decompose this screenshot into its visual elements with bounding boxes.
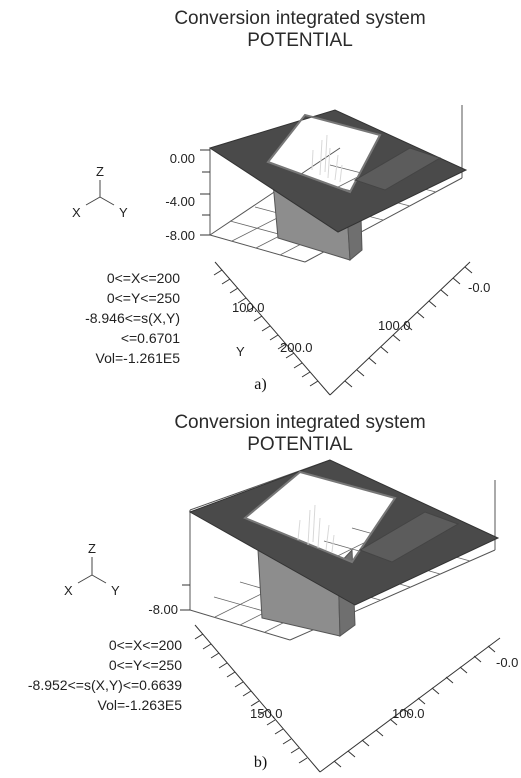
potential-surface — [208, 109, 468, 233]
stat-x-range: 0<=X<=200 — [108, 637, 182, 653]
panel-a: Conversion integrated system POTENTIAL — [30, 8, 490, 396]
caption-a: a) — [254, 376, 267, 393]
stat-y-range: 0<=Y<=250 — [108, 657, 182, 673]
spikes — [297, 504, 335, 553]
triad-z: Z — [96, 164, 104, 179]
triad-y: Y — [111, 583, 120, 598]
x-tick-100: 100.0 — [378, 318, 411, 333]
axis-triad — [77, 557, 107, 584]
caption-b: b) — [253, 754, 268, 771]
axis-triad — [85, 180, 115, 206]
surface-plot-a: 0.00 -4.00 -8.00 -0.0 100.0 100.0 200.0 … — [72, 105, 490, 396]
stat-s-range: -8.946<=s(X,Y)<=0.6701 — [85, 310, 180, 346]
title-line-1: Conversion integrated system — [174, 412, 426, 433]
x-tick-0: -0.0 — [496, 655, 518, 670]
stat-volume: Vol=-1.263E5 — [97, 697, 182, 713]
z-tick-0: -8.00 — [148, 602, 178, 617]
stat-s-range: -8.952<=s(X,Y)<=0.6639 — [27, 677, 182, 693]
y-axis-label: Y — [236, 344, 245, 359]
surface-plot-b: -8.00 -0.0 100.0 150.0 Z X Y — [64, 459, 518, 773]
triad-x: X — [72, 205, 81, 220]
stat-y-range: 0<=Y<=250 — [106, 290, 180, 306]
front-axes — [200, 149, 473, 396]
panel-b: Conversion integrated system POTENTIAL — [0, 400, 521, 778]
z-tick-0: 0.00 — [170, 151, 195, 166]
plot-title: Conversion integrated system POTENTIAL — [150, 412, 450, 456]
title-line-1: Conversion integrated system — [174, 8, 426, 29]
triad-x: X — [64, 583, 73, 598]
stat-x-range: 0<=X<=200 — [106, 270, 180, 286]
title-line-2: POTENTIAL — [247, 434, 353, 455]
z-tick-1: -4.00 — [165, 194, 195, 209]
title-line-2: POTENTIAL — [247, 30, 353, 51]
y-tick-100: 100.0 — [232, 300, 265, 315]
side-channel — [358, 511, 460, 563]
triad-y: Y — [119, 205, 128, 220]
front-axes — [180, 584, 501, 773]
stats-box: 0<=X<=200 0<=Y<=250 -8.946<=s(X,Y)<=0.67… — [30, 268, 180, 368]
z-tick-2: -8.00 — [165, 228, 195, 243]
well-rim — [266, 113, 382, 194]
well-rim — [243, 470, 397, 564]
y-tick-200: 200.0 — [280, 340, 313, 355]
potential-surface — [188, 459, 500, 606]
x-tick-100: 100.0 — [392, 706, 425, 721]
x-tick-0: -0.0 — [468, 280, 490, 295]
side-channel — [353, 147, 442, 191]
y-tick-150: 150.0 — [250, 706, 283, 721]
stat-volume: Vol=-1.261E5 — [95, 350, 180, 366]
plot-title: Conversion integrated system POTENTIAL — [150, 8, 450, 52]
spikes — [311, 134, 343, 183]
stats-box: 0<=X<=200 0<=Y<=250 -8.952<=s(X,Y)<=0.66… — [20, 635, 182, 715]
triad-z: Z — [88, 541, 96, 556]
